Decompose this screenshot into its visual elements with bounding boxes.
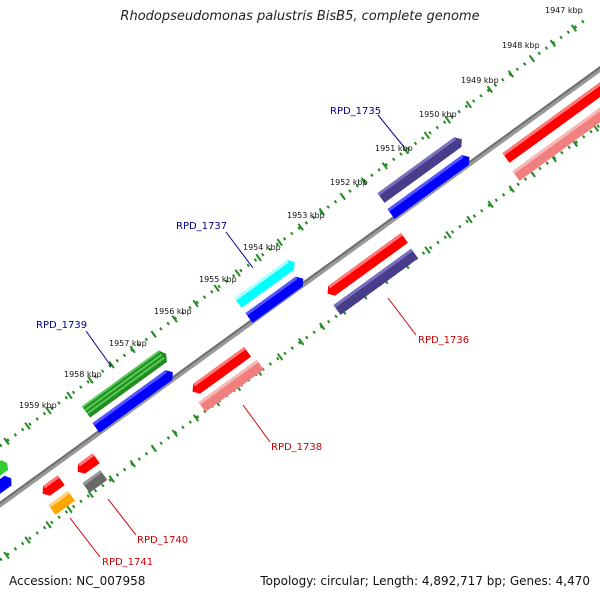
tick-mark-inner-2 bbox=[45, 520, 52, 529]
tick-mark-inner-22 bbox=[466, 215, 473, 224]
tick-label-1955: 1955 kbp bbox=[199, 275, 237, 284]
tick-label-1951: 1951 kbp bbox=[375, 144, 413, 153]
tick-mark-inner-21 bbox=[445, 230, 452, 239]
tick-mark-inner-14 bbox=[298, 337, 305, 346]
tick-mark-inner-23 bbox=[487, 200, 494, 209]
gene-arrow-blue-1739 bbox=[92, 370, 173, 433]
tick-mark-outer-17 bbox=[360, 177, 367, 185]
tick-mark-outer-4 bbox=[87, 376, 94, 384]
leader-rpd1740 bbox=[107, 498, 137, 536]
tick-mark-outer-23 bbox=[486, 85, 494, 94]
tick-mark-inner-15 bbox=[319, 322, 326, 331]
gene-arrow-blue-1735 bbox=[387, 155, 470, 219]
gene-arrow-gray-1740 bbox=[82, 470, 108, 493]
gene-arrow-red-topright bbox=[502, 76, 600, 163]
gene-arrow-blue-1737 bbox=[245, 276, 304, 323]
leader-rpd1737 bbox=[225, 231, 254, 269]
tick-mark-outer-5 bbox=[108, 360, 115, 369]
tick-mark-outer-20 bbox=[423, 131, 430, 140]
gene-arrow-rpd1741 bbox=[42, 475, 65, 496]
tick-label-1954: 1954 kbp bbox=[243, 243, 281, 252]
leader-rpd1741 bbox=[69, 517, 101, 558]
leader-rpd1738 bbox=[242, 404, 271, 443]
tick-mark-outer-2 bbox=[45, 406, 52, 415]
accession-text: Accession: NC_007958 bbox=[9, 574, 146, 588]
tick-label-1957: 1957 kbp bbox=[109, 339, 147, 348]
tick-mark-outer-19 bbox=[402, 146, 409, 155]
tick-mark-outer-14 bbox=[297, 223, 304, 231]
leader-rpd1739 bbox=[85, 330, 112, 367]
tick-mark-outer-12 bbox=[255, 253, 262, 262]
tick-mark-outer-18 bbox=[381, 161, 388, 170]
gene-arrow-rpd1737 bbox=[234, 259, 295, 308]
tick-mark-outer-11 bbox=[234, 269, 241, 277]
tick-label-1959: 1959 kbp bbox=[19, 401, 57, 410]
gene-label-rpd1736: RPD_1736 bbox=[418, 335, 469, 346]
tick-mark-outer-6 bbox=[129, 345, 136, 354]
tick-mark-outer-21 bbox=[444, 116, 452, 124]
gene-arrow-rpd1738 bbox=[192, 346, 252, 394]
tick-mark-inner-13 bbox=[276, 353, 284, 361]
tick-mark-outer-1 bbox=[24, 422, 31, 430]
gene-arrow-rpd1740 bbox=[77, 453, 100, 474]
tick-label-1958: 1958 kbp bbox=[64, 370, 102, 379]
tick-track-outer bbox=[0, 18, 586, 448]
tick-label-1950: 1950 kbp bbox=[419, 110, 457, 119]
tick-mark-outer-10 bbox=[213, 284, 220, 293]
tick-mark-inner-0 bbox=[3, 551, 10, 560]
tick-mark-inner-20 bbox=[424, 246, 431, 254]
tick-mark-outer-13 bbox=[276, 238, 283, 247]
tick-mark-outer-8 bbox=[171, 315, 178, 323]
tick-label-1953: 1953 kbp bbox=[287, 211, 325, 220]
tick-mark-inner-5 bbox=[108, 475, 115, 483]
map-title: Rhodopseudomonas palustris BisB5, comple… bbox=[120, 9, 480, 24]
gene-arrow-pink-1738 bbox=[198, 359, 264, 412]
gene-arrow-orange-1741 bbox=[48, 491, 75, 515]
gene-arrow-pink-topright bbox=[512, 94, 600, 181]
tick-label-1949: 1949 kbp bbox=[461, 76, 499, 85]
tick-mark-inner-24 bbox=[508, 185, 515, 193]
gene-label-rpd1739: RPD_1739 bbox=[36, 320, 87, 331]
tick-mark-inner-1 bbox=[24, 536, 31, 544]
tick-label-1956: 1956 kbp bbox=[154, 307, 192, 316]
tick-mark-outer-22 bbox=[465, 100, 473, 109]
tick-mark-outer-16 bbox=[339, 192, 346, 201]
tick-mark-outer-9 bbox=[192, 299, 199, 308]
leader-rpd1735 bbox=[377, 114, 405, 148]
gene-label-rpd1740: RPD_1740 bbox=[137, 535, 188, 546]
tick-track-inner bbox=[0, 123, 600, 562]
tick-mark-inner-7 bbox=[150, 444, 157, 453]
tick-label-1952: 1952 kbp bbox=[330, 178, 368, 187]
tick-mark-outer-24 bbox=[507, 70, 515, 78]
tick-mark-outer-15 bbox=[318, 207, 325, 216]
leader-rpd1736 bbox=[387, 297, 417, 336]
gene-arrow-blue-edge bbox=[0, 475, 12, 495]
gene-arrow-green-edge bbox=[0, 460, 9, 477]
tick-mark-outer-25 bbox=[528, 54, 536, 63]
gene-arrow-navy-1736 bbox=[333, 248, 419, 315]
gene-label-rpd1737: RPD_1737 bbox=[176, 221, 227, 232]
tick-label-1948: 1948 kbp bbox=[502, 41, 540, 50]
gene-label-rpd1741: RPD_1741 bbox=[102, 557, 153, 568]
gene-arrow-rpd1739 bbox=[81, 350, 167, 418]
tick-mark-inner-6 bbox=[129, 459, 136, 468]
tick-mark-outer-7 bbox=[150, 330, 157, 338]
gene-arrow-rpd1736 bbox=[327, 233, 408, 296]
gene-arrow-rpd1735 bbox=[377, 137, 462, 203]
gene-label-rpd1738: RPD_1738 bbox=[271, 442, 322, 453]
tick-mark-inner-9 bbox=[192, 414, 200, 422]
tick-mark-outer-0 bbox=[3, 437, 10, 446]
tick-mark-inner-8 bbox=[171, 429, 179, 438]
tick-mark-outer-27 bbox=[570, 24, 578, 32]
genome-summary-text: Topology: circular; Length: 4,892,717 bp… bbox=[260, 574, 590, 588]
gene-label-rpd1735: RPD_1735 bbox=[330, 106, 381, 117]
tick-mark-inner-3 bbox=[66, 505, 73, 514]
tick-mark-outer-3 bbox=[66, 391, 73, 400]
tick-label-1947: 1947 kbp bbox=[545, 6, 583, 15]
tick-mark-outer-26 bbox=[549, 39, 557, 48]
